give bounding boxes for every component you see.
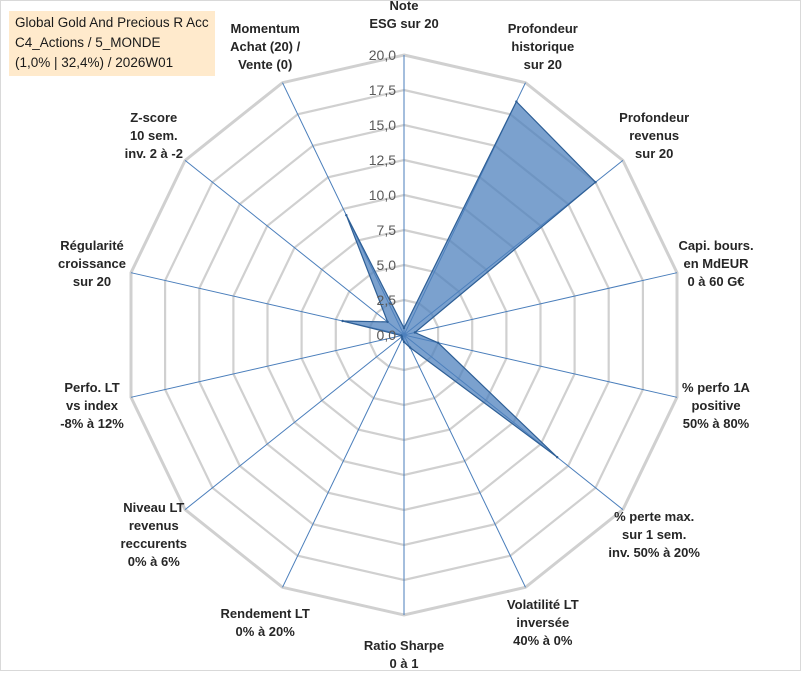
data-point-7 — [408, 346, 412, 349]
data-point-2 — [515, 100, 518, 103]
axis-label-3: Profondeur revenus sur 20 — [619, 109, 689, 163]
axis-label-line: 0% à 6% — [127, 553, 180, 569]
data-point-4 — [413, 331, 417, 334]
axis-label-line: croissance — [58, 255, 126, 271]
axis-label-line: 50% à 80% — [682, 416, 750, 432]
axis-label-line: positive — [691, 398, 741, 414]
data-point-9 — [401, 337, 404, 340]
axis-label-line: 0 à 60 G€ — [687, 273, 745, 289]
axis-label-line: vs index — [65, 398, 119, 414]
data-point-14 — [345, 214, 348, 217]
radial-tick-label: 10,0 — [369, 187, 396, 203]
axis-spoke-7 — [403, 334, 526, 588]
axis-label-7: Volatilité LT inversée 40% à 0% — [507, 596, 579, 650]
axis-label-line: inv. 50% à 20% — [608, 544, 700, 560]
axis-label-12: Régularité croissance sur 20 — [58, 237, 126, 291]
axis-label-line: sur 20 — [523, 56, 562, 72]
axis-spoke-9 — [282, 334, 405, 588]
radial-tick-label: 0,0 — [377, 327, 397, 343]
axis-label-5: % perfo 1A positive 50% à 80% — [682, 379, 750, 433]
axis-label-11: Perfo. LT vs index -8% à 12% — [60, 379, 124, 433]
data-point-6 — [556, 456, 559, 459]
axis-label-13: Z-score 10 sem. inv. 2 à -2 — [125, 109, 183, 163]
axis-spoke-11 — [130, 334, 405, 398]
axis-label-line: -8% à 12% — [60, 416, 124, 432]
axis-label-8: Ratio Sharpe 0 à 1 — [364, 637, 444, 673]
data-point-5 — [436, 341, 440, 344]
axis-label-1: Note ESG sur 20 — [369, 0, 438, 33]
axis-label-line: Profondeur — [619, 109, 690, 125]
data-point-8 — [402, 340, 406, 344]
axis-spoke-10 — [184, 334, 405, 510]
radial-tick-label: 7,5 — [377, 222, 397, 238]
axis-label-6: % perte max. sur 1 sem. inv. 50% à 20% — [608, 508, 700, 562]
axis-label-line: sur 20 — [635, 145, 674, 161]
radial-tick-label: 15,0 — [369, 117, 396, 133]
chart-title-line-1: Global Gold And Precious R Acc — [15, 15, 209, 30]
data-point-12 — [341, 319, 344, 323]
data-point-13 — [386, 320, 389, 324]
data-point-3 — [594, 181, 597, 184]
axis-label-line: Régularité — [60, 237, 124, 253]
axis-label-line: inversée — [516, 615, 570, 631]
axis-label-line: Rendement LT — [220, 606, 310, 622]
axis-label-line: Volatilité LT — [506, 597, 579, 613]
axis-label-line: Perfo. LT — [64, 380, 120, 396]
axis-label-line: 0% à 20% — [235, 624, 295, 640]
axis-label-9: Rendement LT 0% à 20% — [221, 605, 310, 641]
data-point-11 — [400, 334, 403, 337]
axis-label-line: Momentum — [230, 20, 300, 36]
axis-spoke-13 — [184, 160, 405, 336]
radial-tick-label: 12,5 — [369, 152, 396, 168]
data-point-1 — [402, 326, 406, 330]
axis-spoke-5 — [403, 334, 678, 398]
axis-label-line: reccurents — [120, 535, 188, 551]
axis-label-line: % perfo 1A — [682, 380, 750, 396]
axis-label-2: Profondeur historique sur 20 — [508, 20, 578, 74]
axis-label-4: Capi. bours. en MdEUR 0 à 60 G€ — [678, 237, 753, 291]
chart-title-box: Global Gold And Precious R Acc C4_Action… — [9, 11, 215, 76]
axis-label-line: en MdEUR — [683, 255, 749, 271]
radial-tick-label: 5,0 — [377, 257, 397, 273]
axis-label-line: Profondeur — [507, 20, 578, 36]
axis-label-line: 40% à 0% — [513, 633, 573, 649]
axis-label-line: revenus — [629, 127, 680, 143]
axis-label-line: 10 sem. — [129, 127, 178, 143]
axis-label-line: Ratio Sharpe — [363, 638, 445, 653]
axis-label-line: sur 1 sem. — [622, 526, 687, 542]
axis-label-line: % perte max. — [614, 508, 695, 524]
axis-label-line: historique — [511, 38, 575, 54]
axis-label-line: Vente (0) — [238, 56, 293, 72]
axis-label-line: Niveau LT — [123, 499, 185, 515]
axis-label-line: 0 à 1 — [389, 656, 419, 671]
axis-label-line: Achat (20) / — [230, 38, 301, 54]
radial-tick-label: 2,5 — [377, 292, 397, 308]
axis-label-line: Z-score — [130, 109, 178, 125]
axis-label-line: inv. 2 à -2 — [124, 145, 183, 161]
axis-label-line: Capi. bours. — [678, 237, 754, 253]
axis-label-line: sur 20 — [72, 273, 112, 289]
chart-title-line-2: C4_Actions / 5_MONDE — [15, 35, 161, 50]
axis-label-10: Niveau LT revenus reccurents 0% à 6% — [121, 499, 187, 571]
axis-label-14: Momentum Achat (20) / Vente (0) — [230, 20, 300, 74]
radial-tick-label: 17,5 — [369, 82, 396, 98]
radial-tick-label: 20,0 — [369, 47, 396, 63]
axis-label-line: ESG sur 20 — [369, 16, 439, 31]
chart-title-line-3: (1,0% | 32,4%) / 2026W01 — [15, 55, 174, 70]
axis-spoke-4 — [403, 272, 678, 336]
axis-label-line: Note — [389, 0, 419, 13]
axis-label-line: revenus — [128, 517, 179, 533]
